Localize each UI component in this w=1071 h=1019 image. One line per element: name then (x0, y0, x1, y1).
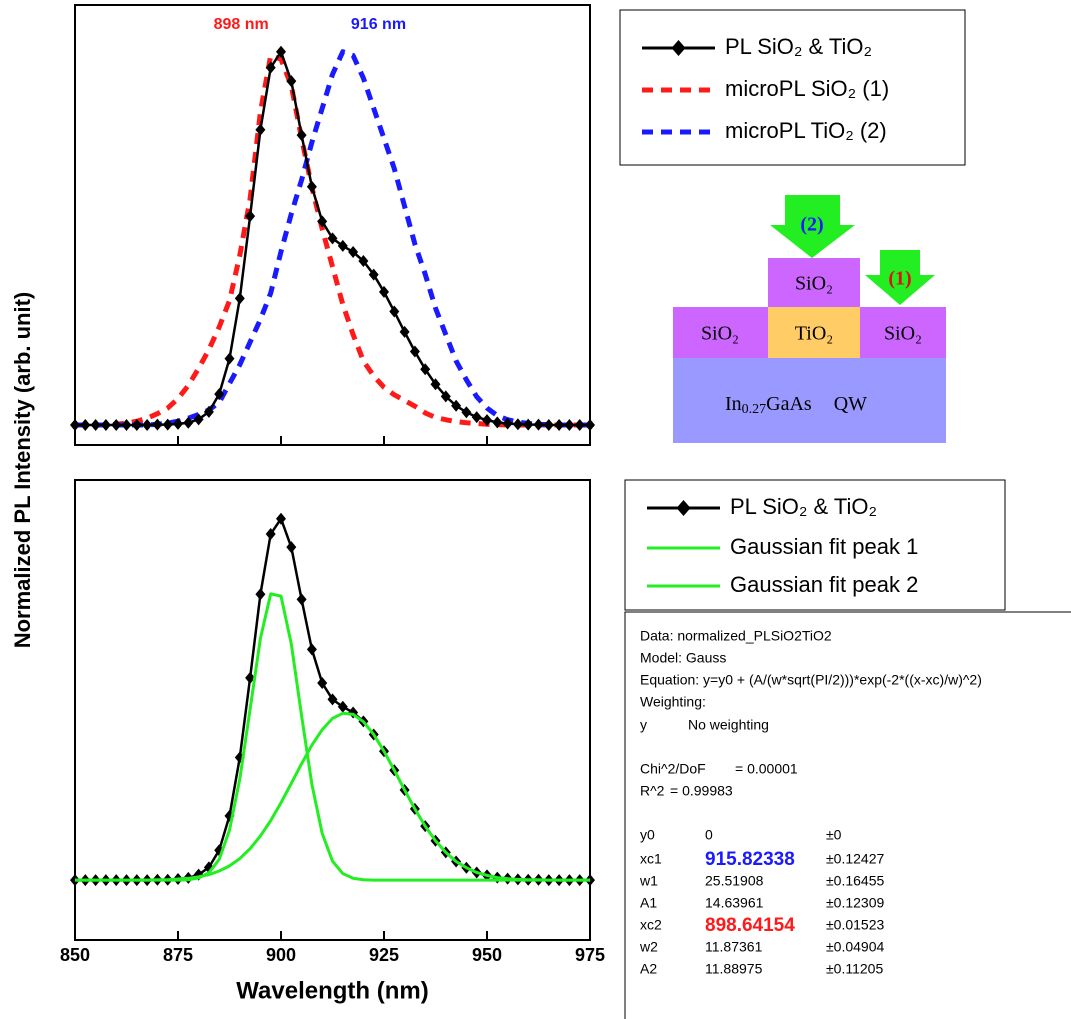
fit-param-name: y0 (640, 827, 655, 843)
fit-param-name: A1 (640, 895, 657, 911)
data-point (80, 419, 90, 431)
legend-label: PL SiO₂ & TiO₂ (725, 34, 872, 59)
x-axis-label: Wavelength (nm) (236, 977, 428, 1004)
data-point (461, 406, 471, 418)
fit-param-error: ±0.04904 (826, 939, 885, 955)
data-point (338, 701, 348, 713)
series-line (75, 713, 590, 880)
data-point (338, 240, 348, 252)
data-point (307, 643, 317, 655)
fit-text: Weighting: (640, 694, 706, 710)
substrate-part: QW (834, 393, 867, 415)
data-point (585, 419, 595, 431)
x-tick-label: 975 (575, 945, 605, 965)
fit-param-value: 14.63961 (705, 895, 764, 911)
arrow-label: (2) (800, 214, 823, 236)
y-axis-label: Normalized PL Intensity (arb. unit) (10, 292, 35, 649)
fit-stat-name: Chi^2/DoF (640, 761, 706, 777)
fit-param-name: A2 (640, 961, 657, 977)
legend-label: PL SiO₂ & TiO₂ (730, 494, 877, 519)
data-point (297, 593, 307, 605)
data-point (101, 419, 111, 431)
data-point (255, 588, 265, 600)
data-point (122, 419, 132, 431)
structure-diagram: (2) (1) SiO₂ SiO₂ TiO₂ SiO₂ In0.27GaAs QW (673, 195, 946, 443)
legend-label: Gaussian fit peak 2 (730, 572, 918, 597)
fit-param-error: ±0 (826, 827, 842, 843)
fit-stat-value: = 0.00001 (735, 761, 798, 777)
fit-param-value: 898.64154 (705, 915, 795, 936)
series-line (75, 594, 590, 880)
layer-label: SiO₂ (884, 323, 922, 345)
fit-param-error: ±0.12427 (826, 851, 885, 867)
figure: Normalized PL Intensity (arb. unit) (2) … (0, 0, 1071, 1019)
fit-param-value: 0 (705, 827, 713, 843)
fit-param-name: w2 (639, 939, 658, 955)
fit-param-name: xc2 (640, 917, 662, 933)
data-point (513, 418, 523, 430)
fit-results: Data: normalized_PLSiO2TiO2 Model: Gauss E… (625, 612, 1071, 1019)
fit-param-value: 915.82338 (705, 849, 795, 870)
fit-text: y (640, 717, 647, 733)
arrow-label: (1) (888, 268, 911, 290)
substrate-part: In (725, 393, 742, 415)
legend-label: microPL TiO₂ (2) (725, 118, 887, 143)
data-point (554, 419, 564, 431)
data-point (544, 419, 554, 431)
x-tick-label: 925 (369, 945, 399, 965)
fit-param-error: ±0.01523 (826, 917, 885, 933)
substrate-part: GaAs (766, 393, 812, 415)
data-point (575, 419, 585, 431)
data-point (111, 419, 121, 431)
peak-annotation: 916 nm (351, 16, 406, 33)
x-tick-label: 850 (60, 945, 90, 965)
data-point (70, 419, 80, 431)
fit-param-error: ±0.12309 (826, 895, 885, 911)
data-point (91, 419, 101, 431)
data-point (534, 419, 544, 431)
x-tick-label: 875 (163, 945, 193, 965)
fit-text: Equation: y=y0 + (A/(w*sqrt(PI/2)))*exp(… (640, 672, 982, 688)
fit-param-name: w1 (639, 873, 658, 889)
fit-param-value: 25.51908 (705, 873, 764, 889)
fit-param-value: 11.88975 (705, 961, 763, 977)
layer-label: SiO₂ (795, 273, 833, 295)
data-point (235, 292, 245, 304)
fit-param-name: xc1 (640, 851, 662, 867)
fit-text: Model: Gauss (640, 650, 726, 666)
fit-stat-name: R^2 (640, 783, 665, 799)
layer-label: TiO₂ (795, 323, 834, 345)
data-point (523, 419, 533, 431)
data-point (142, 419, 152, 431)
legend-label: Gaussian fit peak 1 (730, 534, 918, 559)
substrate-subscript: 0.27 (742, 402, 767, 417)
fit-param-value: 11.87361 (705, 939, 763, 955)
data-point (307, 181, 317, 193)
data-point (564, 419, 574, 431)
fit-param-error: ±0.11205 (826, 961, 883, 977)
x-tick-label: 900 (266, 945, 296, 965)
fit-stat-value: = 0.99983 (670, 783, 733, 799)
x-tick-label: 950 (472, 945, 502, 965)
legend-label: microPL SiO₂ (1) (725, 76, 889, 101)
data-point (225, 353, 235, 365)
fit-text: Data: normalized_PLSiO2TiO2 (640, 628, 832, 644)
data-point (286, 541, 296, 553)
peak-annotation: 898 nm (214, 16, 269, 33)
data-point (152, 419, 162, 431)
fit-text: No weighting (688, 717, 769, 733)
layer-label: SiO₂ (701, 323, 739, 345)
plot-frame (75, 480, 590, 940)
fit-param-error: ±0.16455 (826, 873, 885, 889)
